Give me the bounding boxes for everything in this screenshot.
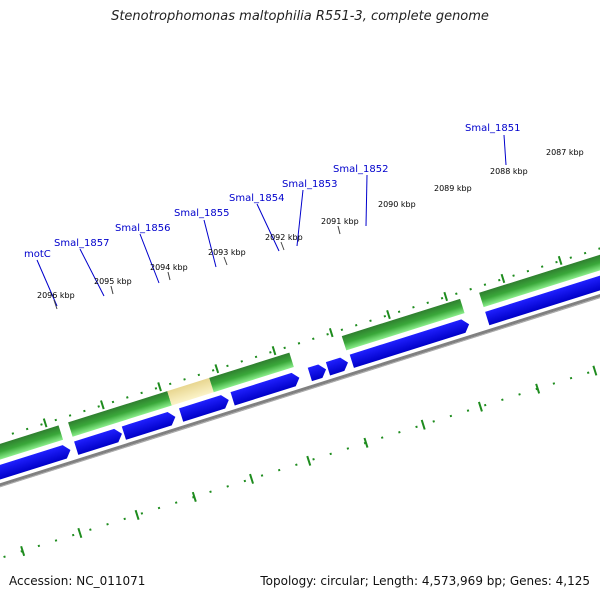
tick-label-2092: 2092 kbp [265, 233, 303, 242]
tick-label-2091: 2091 kbp [321, 217, 359, 226]
ruler-dotted-track [0, 229, 600, 449]
cds-arrow[interactable] [307, 363, 328, 382]
gene-leader-line [139, 233, 160, 284]
gene-leader-line [296, 189, 304, 247]
tick-leader-line [223, 256, 228, 266]
tick-label-2094: 2094 kbp [150, 263, 188, 272]
gene-bar[interactable] [479, 251, 600, 308]
lower-track-tick [535, 383, 541, 394]
tick-leader-line [53, 299, 58, 310]
ruler-major-tick [557, 255, 563, 266]
gene-leader-line [36, 259, 58, 307]
tick-leader-line [337, 225, 341, 235]
ruler-major-tick [157, 382, 162, 392]
gene-label-smal-1856[interactable]: Smal_1856 [115, 223, 170, 234]
gene-bar[interactable] [68, 391, 172, 437]
gene-bar[interactable] [209, 352, 294, 393]
cds-arrow[interactable] [325, 356, 350, 376]
lower-track-tick [420, 419, 426, 430]
tick-label-2088: 2088 kbp [490, 167, 528, 176]
lower-track-tick [77, 527, 83, 539]
ruler-major-tick [443, 291, 449, 302]
cds-arrow[interactable] [230, 371, 301, 406]
gene-bar-highlight[interactable] [167, 377, 214, 406]
gene-leader-line [365, 174, 368, 227]
backbone-shadow [0, 275, 600, 493]
ruler-major-tick [271, 346, 277, 356]
map-title: Stenotrophomonas maltophilia R551-3, com… [111, 9, 489, 24]
tick-leader-line [280, 241, 285, 251]
ruler-major-tick [42, 418, 48, 428]
lower-dotted-track [3, 339, 600, 558]
gene-label-smal-1853[interactable]: Smal_1853 [282, 179, 337, 190]
cds-arrow[interactable] [178, 393, 231, 422]
gene-leader-line [203, 219, 217, 268]
ruler-major-tick [500, 273, 506, 284]
gene-leader-line [503, 134, 507, 166]
genome-backbone [0, 272, 600, 492]
tick-label-2096: 2096 kbp [37, 291, 75, 300]
cds-arrow[interactable] [74, 427, 124, 455]
gene-label-smal-1854[interactable]: Smal_1854 [229, 193, 284, 204]
cds-arrow[interactable] [349, 318, 472, 368]
lower-track-tick [306, 455, 312, 466]
tick-label-2090: 2090 kbp [378, 200, 416, 209]
lower-track-tick [363, 437, 369, 448]
gene-label-smal-1852[interactable]: Smal_1852 [333, 164, 388, 175]
tick-label-2087: 2087 kbp [546, 148, 584, 157]
lower-track-tick [191, 491, 197, 502]
ruler-major-tick [214, 364, 220, 374]
gene-label-smal-1851[interactable]: Smal_1851 [465, 123, 520, 134]
ruler-major-tick [386, 309, 391, 320]
tick-label-2089: 2089 kbp [434, 184, 472, 193]
ruler-major-tick [328, 328, 334, 338]
ruler-major-tick [100, 400, 105, 410]
gene-leader-line [256, 203, 280, 252]
gene-bar[interactable] [341, 298, 465, 351]
cds-arrow[interactable] [485, 272, 600, 326]
tick-label-2093: 2093 kbp [208, 248, 246, 257]
lower-track-tick [20, 545, 26, 557]
gene-label-smal-1855[interactable]: Smal_1855 [174, 208, 229, 219]
tick-label-2095: 2095 kbp [94, 277, 132, 286]
gene-label-motC[interactable]: motC [24, 249, 51, 260]
lower-track-tick [249, 473, 254, 484]
gene-bar[interactable] [0, 425, 64, 462]
lower-track-tick [592, 365, 598, 376]
gene-leader-line [79, 248, 105, 297]
cds-arrow[interactable] [121, 410, 178, 440]
gene-label-smal-1857[interactable]: Smal_1857 [54, 238, 109, 249]
tick-leader-line [167, 271, 171, 281]
genome-stats-text: Topology: circular; Length: 4,573,969 bp… [260, 574, 590, 588]
lower-track-tick [134, 509, 140, 521]
tick-leader-line [110, 285, 114, 295]
cds-arrow[interactable] [0, 443, 73, 480]
accession-text: Accession: NC_011071 [9, 574, 146, 588]
lower-track-tick [477, 401, 483, 412]
